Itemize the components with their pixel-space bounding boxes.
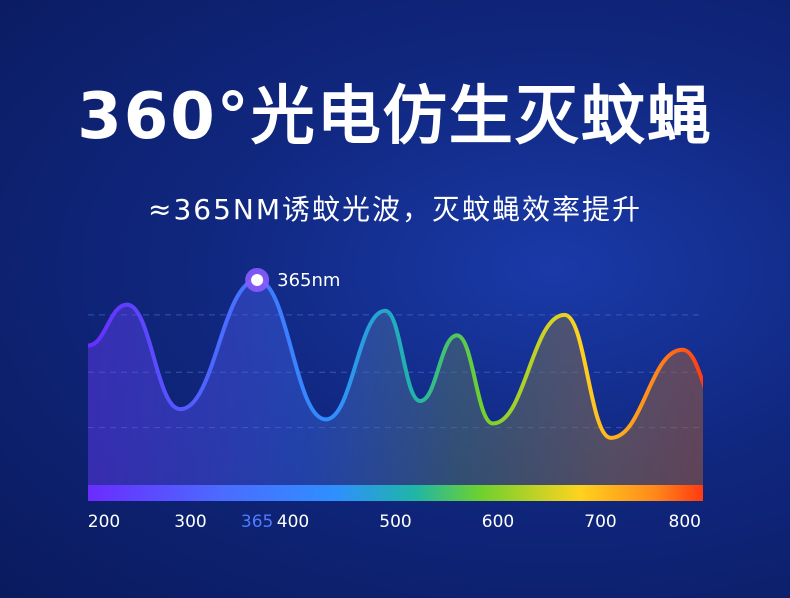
x-axis-ticks: 200 300 365 400 500 600 700 800 xyxy=(88,512,701,532)
x-tick-label-365: 365 xyxy=(241,512,273,532)
x-tick-label-700: 700 xyxy=(584,512,616,532)
peak-marker-dot xyxy=(251,274,264,286)
peak-marker xyxy=(245,268,270,292)
page-title: 360°光电仿生灭蚊蝇 xyxy=(77,80,713,154)
x-tick-label-200: 200 xyxy=(88,512,120,532)
x-tick-label-300: 300 xyxy=(174,512,206,532)
x-tick-label-500: 500 xyxy=(379,512,411,532)
spectrum-line xyxy=(88,277,703,440)
spectrum-area xyxy=(88,280,703,485)
x-tick-label-800: 800 xyxy=(669,512,701,532)
peak-label: 365nm xyxy=(277,270,340,291)
page-subtitle: ≈365NM诱蚊光波，灭蚊蝇效率提升 xyxy=(147,193,642,226)
x-tick-label-600: 600 xyxy=(482,512,514,532)
x-tick-label-400: 400 xyxy=(277,512,309,532)
spectrum-bar xyxy=(88,485,703,501)
